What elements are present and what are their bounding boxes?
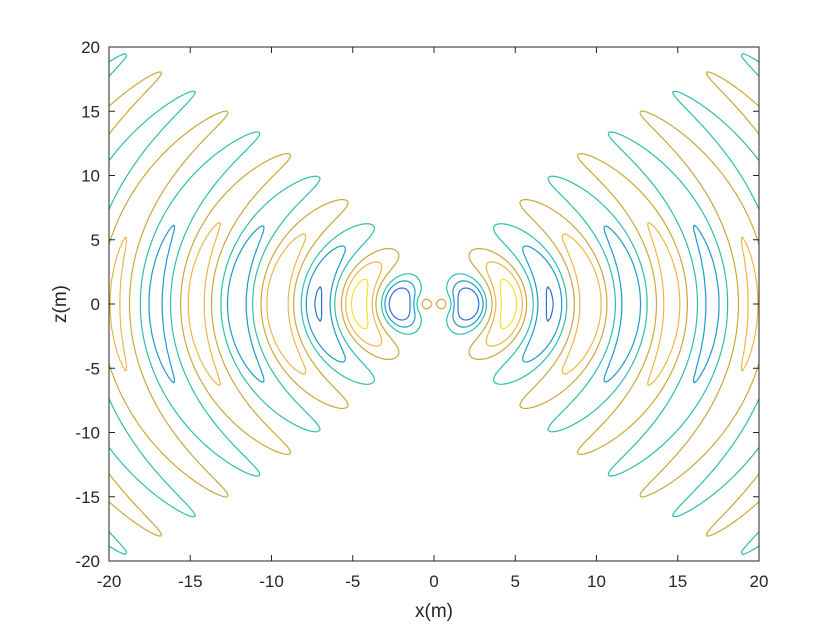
x-axis-label: x(m) <box>415 601 453 622</box>
y-tick-label: -15 <box>75 488 100 507</box>
x-tick-label: 10 <box>587 572 606 591</box>
contour-level-4 <box>109 71 759 537</box>
x-tick-label: 5 <box>511 572 520 591</box>
x-tick-label: -10 <box>259 572 284 591</box>
contour-level-2 <box>148 224 720 384</box>
y-tick-label: 5 <box>91 231 100 250</box>
y-tick-label: 15 <box>81 102 100 121</box>
y-tick-label: -10 <box>75 424 100 443</box>
contour-level-1 <box>314 286 554 322</box>
y-tick-label: 10 <box>81 167 100 186</box>
axis-ticks: -20 -15 -10 -5 0 5 10 15 20 -20 -15 -10 -5 0 5 10 15 20 <box>75 38 768 591</box>
x-tick-label: -15 <box>178 572 203 591</box>
y-tick-label: -5 <box>85 359 100 378</box>
x-tick-label: -5 <box>345 572 360 591</box>
x-tick-label: 0 <box>429 572 438 591</box>
y-tick-label: -20 <box>75 552 100 571</box>
x-tick-label: -20 <box>97 572 122 591</box>
contour-level-5 <box>109 222 759 386</box>
contour-level-3 <box>109 52 759 556</box>
contour-lines <box>109 52 759 556</box>
x-tick-label: 15 <box>668 572 687 591</box>
y-tick-label: 20 <box>81 38 100 57</box>
y-tick-label: 0 <box>91 295 100 314</box>
x-tick-label: 20 <box>750 572 769 591</box>
contour-level-6 <box>350 278 518 330</box>
y-axis-label: z(m) <box>50 285 71 323</box>
